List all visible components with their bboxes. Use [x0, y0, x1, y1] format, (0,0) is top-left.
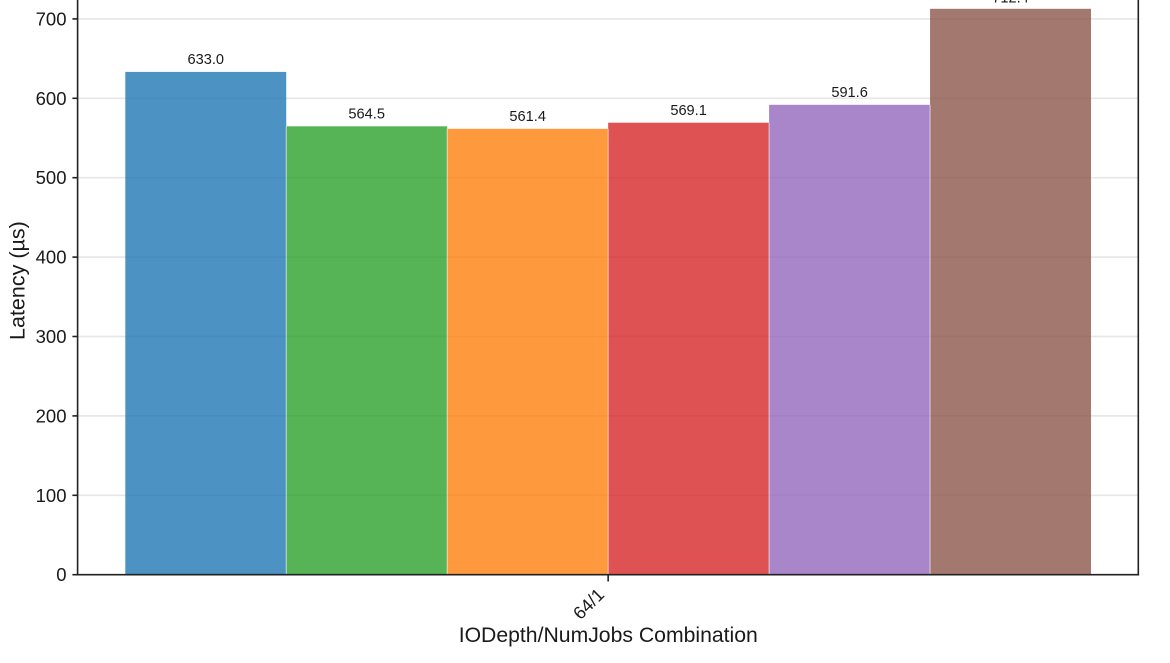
svg-text:400: 400: [36, 247, 67, 268]
svg-text:0: 0: [56, 564, 66, 585]
svg-text:564.5: 564.5: [348, 107, 385, 123]
svg-text:300: 300: [36, 326, 67, 347]
svg-text:591.6: 591.6: [831, 85, 868, 101]
svg-text:700: 700: [36, 8, 67, 29]
svg-text:633.0: 633.0: [188, 52, 225, 68]
svg-text:569.1: 569.1: [670, 103, 707, 119]
svg-text:712.4: 712.4: [992, 0, 1029, 7]
svg-text:Latency (µs): Latency (µs): [6, 221, 30, 340]
svg-text:100: 100: [36, 485, 67, 506]
svg-text:200: 200: [36, 405, 67, 426]
svg-text:561.4: 561.4: [509, 109, 546, 125]
svg-text:IODepth/NumJobs Combination: IODepth/NumJobs Combination: [459, 624, 758, 647]
svg-text:500: 500: [36, 167, 67, 188]
svg-text:600: 600: [36, 88, 67, 109]
